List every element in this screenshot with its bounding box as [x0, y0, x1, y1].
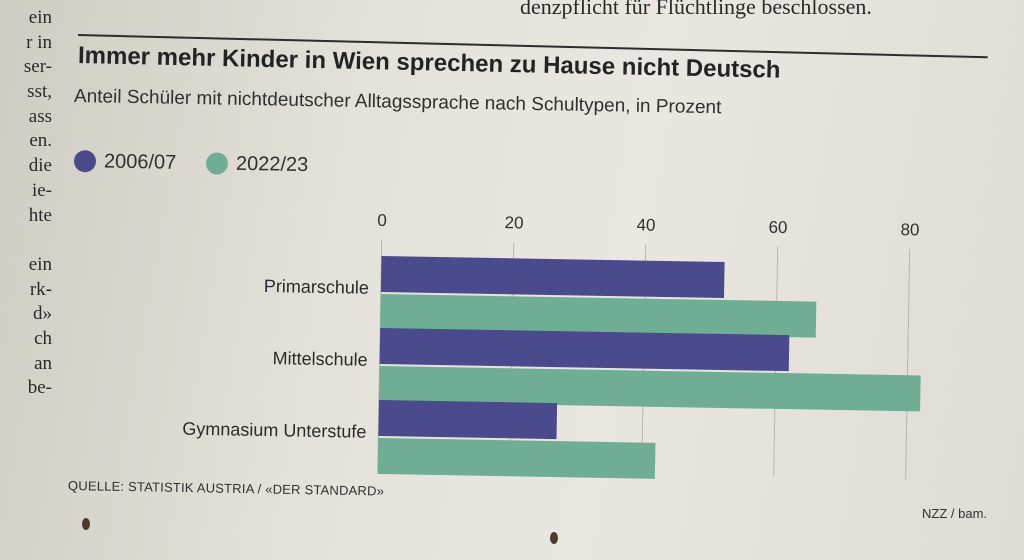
bar-2006-07	[379, 328, 790, 372]
column-line: an	[34, 352, 52, 374]
bar-2006-07	[378, 399, 558, 440]
column-line: rk-	[29, 278, 52, 300]
x-tick-label: 60	[768, 218, 787, 237]
adjacent-article-snippet: denzpflicht für Flüchtlinge beschlossen.	[520, 0, 872, 19]
column-line: ein	[28, 7, 52, 28]
chart-credit: NZZ / bam.	[922, 506, 988, 521]
column-line: hte	[28, 204, 52, 226]
bar-2022-23	[380, 294, 817, 338]
column-line: sst,	[27, 81, 52, 103]
column-line: ass	[28, 105, 52, 127]
x-tick-label: 80	[900, 220, 919, 239]
category-label: Gymnasium Unterstufe	[182, 419, 366, 442]
x-tick-label: 20	[504, 213, 523, 232]
x-tick-label: 0	[377, 211, 387, 230]
bar-2006-07	[380, 256, 725, 298]
bar-2022-23	[377, 437, 656, 479]
bar-2022-23	[378, 365, 921, 412]
pin-mark	[82, 518, 90, 530]
column-line: en.	[29, 130, 52, 152]
column-line: ser-	[23, 56, 52, 78]
column-line: die	[28, 155, 52, 177]
column-line: ie-	[31, 179, 52, 201]
category-label: Primarschule	[264, 276, 369, 298]
column-line: ein	[28, 253, 52, 275]
chart-plot-area: 0 20 40 60 80 Primarschule Mittelschule Gymnasi…	[182, 211, 921, 480]
x-tick-label: 40	[636, 215, 655, 234]
column-line: ch	[34, 327, 52, 349]
adjacent-article-column: ein r in ser-sst, ass en. die ie-hte ein rk-d» ch…	[0, 0, 52, 506]
column-line: r in	[26, 31, 52, 53]
pin-mark	[550, 532, 558, 544]
column-line: be-	[27, 377, 52, 399]
column-line: d»	[33, 303, 52, 325]
category-label: Mittelschule	[272, 348, 367, 370]
x-gridline	[905, 249, 911, 480]
